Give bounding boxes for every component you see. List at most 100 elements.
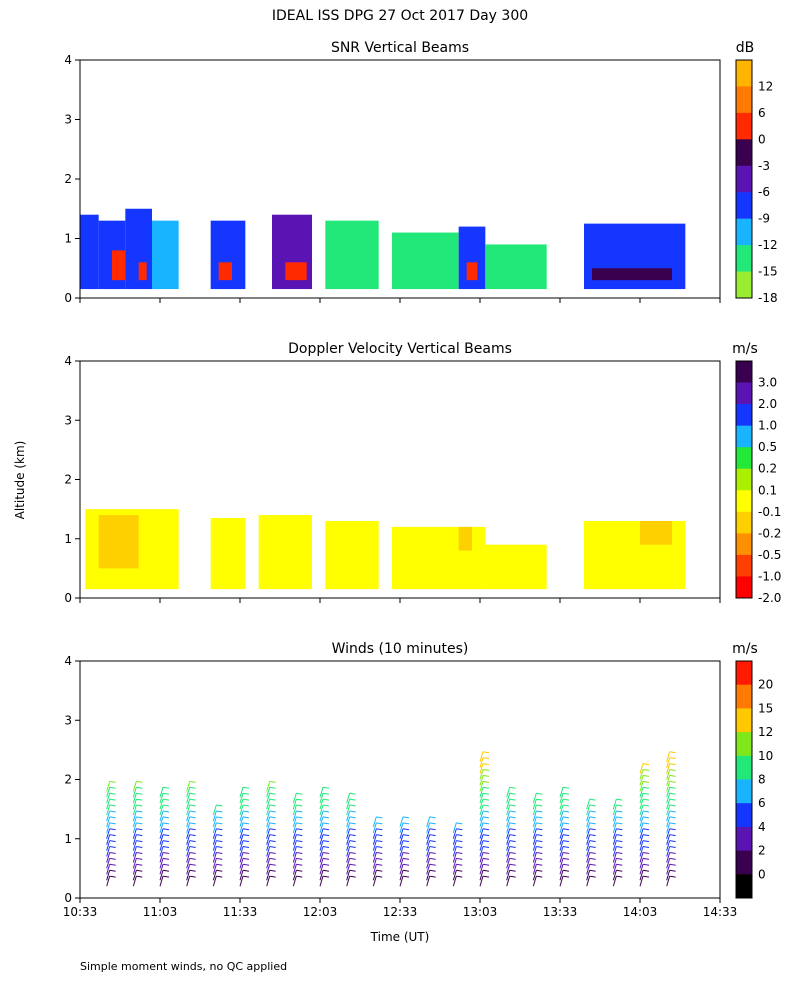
wind-barb <box>532 804 543 816</box>
wind-barb <box>186 816 196 828</box>
wind-barb <box>452 822 463 833</box>
wind-barb <box>612 828 623 839</box>
wind-barb <box>266 846 276 857</box>
wind-barb <box>132 840 143 851</box>
wind-barb <box>346 792 356 804</box>
wind-barb <box>239 822 250 833</box>
wind-barb <box>479 875 490 887</box>
wind-barb <box>292 816 303 828</box>
wind-barb <box>426 869 436 881</box>
panel2-title: Doppler Velocity Vertical Beams <box>288 341 512 357</box>
wind-barb <box>319 792 330 804</box>
wind-barb <box>399 840 410 851</box>
wind-barb <box>639 774 650 786</box>
wind-barb <box>506 840 516 851</box>
wind-barb <box>479 798 490 810</box>
colorbar-segment <box>736 661 752 686</box>
wind-barb <box>426 834 436 845</box>
panel1-title: SNR Vertical Beams <box>331 40 469 56</box>
wind-barb <box>559 851 570 863</box>
wind-barb <box>346 840 356 851</box>
wind-barb <box>666 822 676 833</box>
colorbar-label: -0.2 <box>758 526 781 540</box>
heatmap-cell <box>485 244 547 290</box>
colorbar-label: -0.5 <box>758 548 781 562</box>
wind-barb <box>212 840 223 851</box>
wind-barb <box>506 798 516 810</box>
colorbar-segment <box>736 684 752 709</box>
heatmap-cell <box>112 250 126 281</box>
wind-barb <box>399 828 410 839</box>
wind-barb <box>106 863 116 875</box>
wind-barb <box>586 810 596 822</box>
x-tick-label: 10:33 <box>63 905 98 919</box>
wind-barb <box>639 857 650 869</box>
wind-barb <box>372 816 383 828</box>
wind-barb <box>532 857 543 869</box>
wind-barb <box>186 869 196 881</box>
wind-barb <box>159 851 170 863</box>
wind-barb <box>372 846 383 857</box>
wind-barb <box>666 846 676 857</box>
wind-barb <box>346 810 356 822</box>
wind-barb <box>186 804 196 816</box>
y-tick-label: 1 <box>64 532 72 546</box>
wind-barb <box>239 857 250 869</box>
wind-barb <box>612 798 623 810</box>
wind-barb <box>506 804 516 816</box>
wind-barb <box>106 780 116 792</box>
wind-barb <box>346 863 356 875</box>
heatmap-cell <box>325 220 379 290</box>
wind-barb <box>586 804 596 816</box>
y-tick-label: 4 <box>64 354 72 368</box>
wind-barb <box>426 816 436 828</box>
wind-barb <box>132 846 143 857</box>
wind-barb <box>586 863 596 875</box>
wind-barb <box>559 846 570 857</box>
wind-barb <box>159 857 170 869</box>
wind-barb <box>612 804 623 816</box>
wind-barb <box>132 786 143 798</box>
wind-barb <box>506 857 516 869</box>
wind-barb <box>319 840 330 851</box>
wind-barb <box>452 828 463 839</box>
wind-barb <box>666 834 676 845</box>
colorbar-label: 10 <box>758 749 773 763</box>
wind-barb <box>506 846 516 857</box>
wind-barb <box>506 792 516 804</box>
y-tick-label: 4 <box>64 53 72 67</box>
wind-barb <box>186 786 196 798</box>
wind-barb <box>506 786 516 798</box>
wind-barb <box>132 869 143 881</box>
x-tick-label: 11:03 <box>143 905 178 919</box>
wind-barb <box>586 828 596 839</box>
wind-barb <box>479 786 490 798</box>
wind-barb <box>479 810 490 822</box>
heatmap-cell <box>485 544 547 590</box>
wind-barb <box>506 869 516 881</box>
wind-barb <box>186 863 196 875</box>
colorbar-label: 12 <box>758 79 773 93</box>
colorbar-segment <box>736 874 752 899</box>
colorbar-label: 0 <box>758 132 766 146</box>
wind-barb <box>612 869 623 881</box>
wind-barb <box>426 828 436 839</box>
wind-barb <box>346 869 356 881</box>
wind-barb <box>159 798 170 810</box>
wind-barb <box>426 846 436 857</box>
wind-barb <box>239 810 250 822</box>
wind-barb <box>186 780 196 792</box>
wind-barb <box>559 834 570 845</box>
wind-barb <box>639 851 650 863</box>
wind-barb <box>132 780 143 792</box>
wind-barb <box>106 846 116 857</box>
wind-barb <box>479 757 490 768</box>
wind-barb <box>266 798 276 810</box>
wind-barb <box>372 834 383 845</box>
wind-barb <box>132 798 143 810</box>
colorbar-segment <box>736 112 752 140</box>
colorbar-label: 3.0 <box>758 376 777 390</box>
wind-barb <box>159 875 170 887</box>
